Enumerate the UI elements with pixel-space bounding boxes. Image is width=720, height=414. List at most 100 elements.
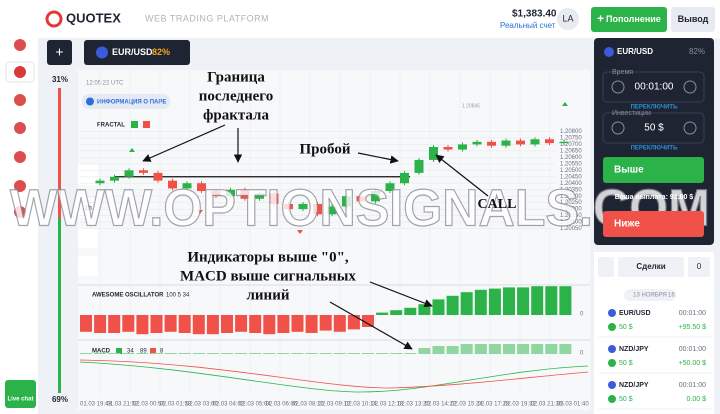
candle-body [414, 159, 424, 173]
logo: QUOTEX [66, 10, 121, 25]
ao-bar [347, 315, 360, 330]
time-label: 02.03 05:04 [239, 402, 271, 408]
candle-body [269, 193, 279, 204]
trades-toggle[interactable] [598, 257, 614, 277]
macd-bar [136, 353, 149, 354]
time-label: 02.03 12:18 [372, 402, 404, 408]
down-button[interactable] [603, 211, 704, 237]
candle-body [313, 203, 322, 215]
trade-icon [608, 359, 616, 367]
candle-body [371, 191, 380, 202]
asset[interactable]: EUR/USD [112, 47, 153, 57]
candle-body [211, 191, 221, 197]
ao-params: 100 5 34 [166, 293, 190, 299]
asset-payout[interactable]: 82% [152, 47, 170, 57]
asset-selector[interactable] [84, 40, 190, 65]
nav-icon[interactable] [14, 122, 26, 134]
trade-asset[interactable]: NZD/JPY [619, 382, 649, 389]
ao-bar [333, 315, 346, 332]
macd-bar [347, 353, 360, 354]
trade-asset[interactable]: NZD/JPY [619, 346, 649, 353]
price-tick-label: 1.20600 [560, 155, 582, 161]
time-label: 02.03 19:32 [504, 402, 536, 408]
candle-body [472, 141, 482, 145]
nav-icon[interactable] [14, 180, 26, 192]
ao-bar [319, 315, 332, 331]
macd-bar [164, 353, 177, 354]
switch-link[interactable]: ПЕРЕКЛЮЧИТЬ [631, 146, 678, 152]
avatar [557, 8, 579, 30]
annotation: Граница [207, 69, 265, 85]
flag [608, 381, 616, 389]
switch-link[interactable]: ПЕРЕКЛЮЧИТЬ [631, 105, 678, 111]
time-label: 02.03 06:06 [266, 402, 298, 408]
live-chat-button[interactable] [5, 380, 36, 408]
nav-icon[interactable] [14, 206, 26, 218]
trades-count-box [688, 257, 710, 277]
minus-button[interactable] [611, 121, 625, 135]
tool-button[interactable] [78, 228, 98, 248]
ao-zero: 0 [580, 312, 584, 318]
macd-bar [122, 353, 135, 354]
trades-tab[interactable] [618, 257, 684, 277]
deposit-button[interactable] [591, 7, 667, 32]
macd-bar [559, 344, 572, 354]
deposit-label[interactable]: Пополнение [606, 14, 661, 24]
macd-bar [263, 353, 276, 354]
macd-bar [249, 353, 262, 354]
sell-bar [58, 88, 61, 218]
signal-line [79, 359, 589, 389]
trades-title[interactable]: Сделки [636, 262, 665, 271]
trade-time: 00:01:00 [679, 382, 706, 389]
candle-body [429, 147, 438, 160]
macd-bar [178, 353, 191, 354]
timeframe[interactable]: 1h [84, 205, 92, 212]
annotation: фрактала [203, 107, 269, 123]
nav-icon[interactable] [14, 94, 26, 106]
macd-bar [460, 344, 473, 354]
down-label[interactable]: Ниже [614, 219, 640, 230]
pair-info-button[interactable] [82, 94, 170, 109]
price-tick-label: 1.20750 [560, 136, 582, 142]
pair-info[interactable]: ИНФОРМАЦИЯ О ПАРЕ [97, 100, 166, 106]
macd-bar [277, 353, 290, 354]
nav-icon[interactable] [14, 66, 26, 78]
live-chat-label[interactable]: Live chat [7, 397, 33, 403]
input-value[interactable]: 00:01:00 [635, 82, 674, 93]
macd-bar [192, 353, 205, 354]
plus-button[interactable] [683, 121, 697, 135]
minus-button[interactable] [611, 80, 625, 94]
add-icon: + [55, 44, 63, 60]
nav-icon[interactable] [14, 151, 26, 163]
candle-body [530, 139, 540, 145]
up-label[interactable]: Выше [614, 165, 644, 176]
tool-button[interactable] [78, 256, 98, 276]
macd-color [150, 348, 156, 354]
trade-profit: +95.50 $ [679, 324, 707, 331]
fractal-arrow [297, 230, 303, 234]
ao-bar [559, 286, 572, 315]
trade-time: 00:01:00 [679, 310, 706, 317]
add-chart-button[interactable] [47, 40, 72, 65]
plus-button[interactable] [683, 80, 697, 94]
ao-bar [235, 315, 248, 332]
macd-param: 34 [127, 349, 134, 355]
time-label: 02.03 21:36 [531, 402, 563, 408]
trade-asset[interactable]: EUR/USD [619, 310, 651, 317]
withdraw-button[interactable] [671, 7, 715, 32]
annotation-arrow [329, 301, 413, 350]
time-label: 02.03 15:24 [451, 402, 483, 408]
ao-bar [517, 287, 530, 315]
macd-bar [235, 353, 248, 354]
macd-bar [305, 353, 318, 354]
tool-button[interactable] [78, 198, 98, 218]
nav-icon[interactable] [14, 39, 26, 51]
macd-label: MACD [92, 349, 111, 355]
trade-amount: 50 $ [619, 360, 633, 367]
input-value[interactable]: 50 $ [644, 123, 664, 134]
time-label: 01.03 21:52 [107, 402, 139, 408]
candle-body [559, 141, 569, 144]
up-button[interactable] [603, 157, 704, 183]
ao-bar [94, 315, 107, 333]
withdraw-label[interactable]: Вывод [678, 14, 709, 24]
